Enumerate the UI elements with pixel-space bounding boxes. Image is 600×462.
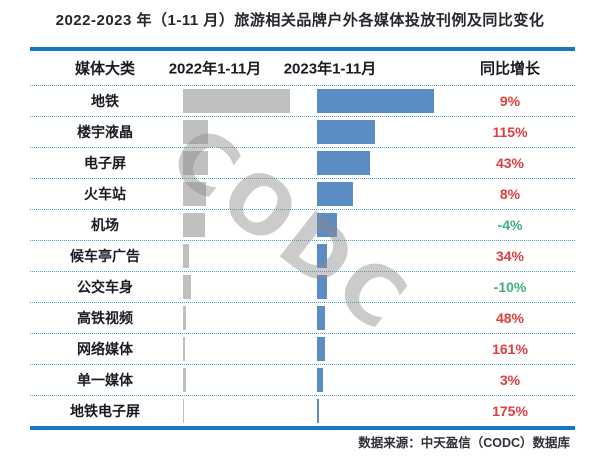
yoy-growth-value: -4% xyxy=(497,217,523,233)
chart-title: 2022-2023 年（1-11 月）旅游相关品牌户外各媒体投放刊例及同比变化 xyxy=(55,12,545,29)
yoy-growth-value: 48% xyxy=(495,310,525,326)
media-category-label: 候车亭广告 xyxy=(70,248,140,264)
bar-2022 xyxy=(183,244,189,268)
media-category-label: 电子屏 xyxy=(84,155,126,171)
table-row: 单一媒体 3% xyxy=(30,364,575,395)
table-row: 地铁 9% xyxy=(30,85,575,116)
table-bottom-border xyxy=(30,426,575,430)
bar-2022 xyxy=(183,213,205,237)
yoy-growth-value: 115% xyxy=(492,124,528,140)
yoy-growth-value: -10% xyxy=(493,279,527,295)
table-row: 电子屏 43% xyxy=(30,147,575,178)
yoy-growth-value: 161% xyxy=(492,341,528,357)
media-category-label: 火车站 xyxy=(84,186,126,202)
bar-2023 xyxy=(317,89,434,113)
table-top-border xyxy=(30,47,575,51)
column-header-2022: 2022年1-11月 xyxy=(168,60,262,78)
yoy-growth-value: 175% xyxy=(492,403,528,419)
bar-2023 xyxy=(317,182,353,206)
media-category-label: 地铁 xyxy=(91,93,119,109)
bar-2022 xyxy=(183,306,186,330)
table-row: 楼宇液晶 115% xyxy=(30,116,575,147)
media-category-label: 网络媒体 xyxy=(77,341,133,357)
bar-2023 xyxy=(317,213,337,237)
media-category-label: 楼宇液晶 xyxy=(77,124,133,140)
table-row: 公交车身 -10% xyxy=(30,271,575,302)
table-row: 网络媒体 161% xyxy=(30,333,575,364)
yoy-growth-value: 9% xyxy=(499,93,521,109)
bar-2022 xyxy=(183,399,184,423)
bar-2022 xyxy=(183,151,208,175)
table-body: 地铁 9% 楼宇液晶 115% 电子屏 43% 火车站 8% 机场 -4% 候车… xyxy=(30,85,575,426)
bar-2022 xyxy=(183,182,206,206)
yoy-growth-value: 8% xyxy=(499,186,521,202)
yoy-growth-value: 34% xyxy=(495,248,525,264)
column-header-2023: 2023年1-11月 xyxy=(283,60,377,78)
bar-2023 xyxy=(317,399,319,423)
bar-2023 xyxy=(317,120,375,144)
media-category-label: 机场 xyxy=(91,217,119,233)
bar-2022 xyxy=(183,120,208,144)
bar-2022 xyxy=(183,337,185,361)
bar-2023 xyxy=(317,368,323,392)
bar-2022 xyxy=(183,368,186,392)
media-category-label: 高铁视频 xyxy=(77,310,133,326)
bar-2023 xyxy=(317,306,325,330)
media-category-label: 单一媒体 xyxy=(77,372,133,388)
table-row: 机场 -4% xyxy=(30,209,575,240)
bar-2023 xyxy=(317,337,325,361)
table-row: 地铁电子屏 175% xyxy=(30,395,575,426)
column-header-media-category: 媒体大类 xyxy=(74,60,136,78)
table-row: 火车站 8% xyxy=(30,178,575,209)
yoy-growth-value: 43% xyxy=(495,155,525,171)
media-category-label: 公交车身 xyxy=(77,279,133,295)
yoy-growth-value: 3% xyxy=(499,372,521,388)
column-header-yoy-growth: 同比增长 xyxy=(479,60,541,78)
bar-2023 xyxy=(317,275,327,299)
table-header-row: 媒体大类 2022年1-11月 2023年1-11月 同比增长 xyxy=(30,51,575,85)
bar-2022 xyxy=(183,89,290,113)
media-comparison-table: 媒体大类 2022年1-11月 2023年1-11月 同比增长 地铁 9% 楼宇… xyxy=(30,47,575,430)
media-category-label: 地铁电子屏 xyxy=(70,403,140,419)
table-row: 候车亭广告 34% xyxy=(30,240,575,271)
table-row: 高铁视频 48% xyxy=(30,302,575,333)
bar-2022 xyxy=(183,275,191,299)
bar-2023 xyxy=(317,151,370,175)
data-source-note: 数据来源：中天盈信（CODC）数据库 xyxy=(358,436,570,450)
bar-2023 xyxy=(317,244,327,268)
